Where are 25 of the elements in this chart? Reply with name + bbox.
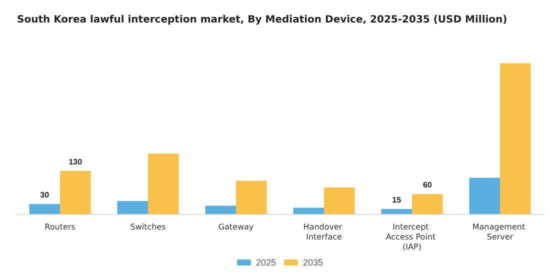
bar [324,187,355,214]
data-label: 60 [422,180,432,190]
x-tick-label: Routers [44,222,76,232]
chart-title: South Korea lawful interception market, By Mediation Device, 2025-2035 (USD Million) [17,14,508,26]
bar [60,170,91,214]
bar [236,180,267,214]
bar [500,63,531,214]
bar [469,178,500,214]
bar [293,208,324,214]
legend-label: 2025 [256,258,276,268]
legend-label: 2035 [303,258,324,268]
bar [29,204,60,214]
data-label: 30 [40,190,50,200]
bar [205,206,236,214]
x-tick-label: Handover Interface [303,222,345,242]
x-tick-label: Intercept Access Point (IAP) [386,222,438,252]
bar [412,194,443,214]
bar [148,154,179,214]
bar [117,201,148,214]
x-tick-label: Gateway [218,222,254,232]
bar [381,209,412,214]
data-label: 15 [392,196,402,205]
data-label: 130 [68,157,83,166]
x-tick-label: Switches [130,222,166,232]
x-tick-label: Management Server [472,222,528,242]
